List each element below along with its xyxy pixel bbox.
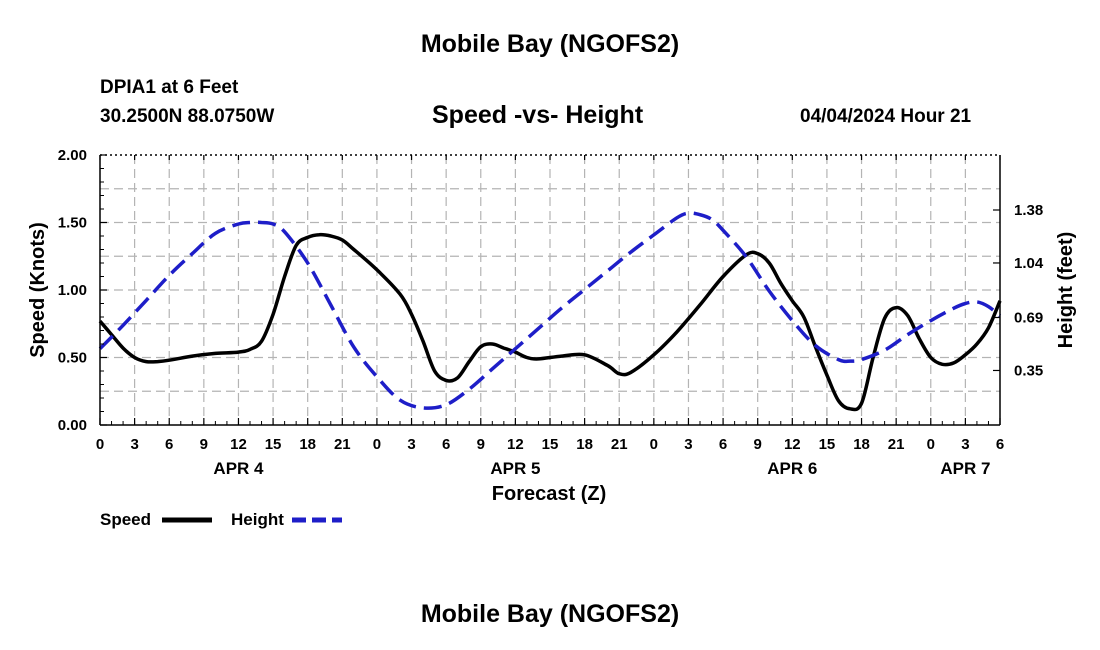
x-tick-label: 3: [407, 436, 415, 453]
x-tick-label: 12: [230, 436, 247, 453]
x-tick-label: 9: [477, 436, 485, 453]
day-label: APR 4: [213, 459, 264, 478]
y-tick-label-left: 1.00: [58, 282, 87, 299]
y-tick-label-right: 0.35: [1014, 362, 1043, 379]
x-tick-label: 12: [784, 436, 801, 453]
day-label: APR 5: [490, 459, 540, 478]
chart-subtitle: Speed -vs- Height: [432, 101, 644, 129]
x-tick-label: 3: [684, 436, 692, 453]
ticks: 0 3 6 9 12 15 18 21 0 3 6 9 12 15 18 21 0 3 6 9 12 15 18 21 0 3 6A…: [58, 147, 1044, 478]
series-layer: [98, 211, 1002, 412]
y-tick-label-right: 1.38: [1014, 202, 1043, 219]
x-tick-label: 6: [996, 436, 1004, 453]
legend-label-height: Height: [231, 510, 284, 529]
x-tick-label: 21: [888, 436, 905, 453]
y-axis-label-right: Height (feet): [1055, 232, 1077, 349]
x-tick-label: 0: [96, 436, 104, 453]
x-tick-label: 15: [542, 436, 559, 453]
y-tick-label-left: 2.00: [58, 147, 87, 164]
x-tick-label: 21: [611, 436, 628, 453]
footer-title: Mobile Bay (NGOFS2): [420, 600, 680, 628]
x-tick-label: 15: [265, 436, 282, 453]
x-tick-label: 15: [819, 436, 836, 453]
station-label: DPIA1 at 6 Feet: [100, 77, 239, 98]
y-tick-label-left: 0.00: [58, 417, 87, 434]
x-tick-label: 6: [719, 436, 727, 453]
x-axis-label: Forecast (Z): [492, 483, 606, 505]
x-tick-label: 3: [130, 436, 138, 453]
x-tick-label: 18: [853, 436, 870, 453]
day-label: APR 7: [940, 459, 990, 478]
x-tick-label: 0: [373, 436, 381, 453]
y-tick-label-right: 1.04: [1014, 255, 1044, 272]
grid: [100, 155, 1000, 425]
forecast-datetime: 04/04/2024 Hour 21: [800, 106, 972, 127]
series-line-height: [98, 211, 1002, 410]
x-tick-label: 0: [927, 436, 935, 453]
y-tick-label-right: 0.69: [1014, 309, 1043, 326]
x-tick-label: 9: [200, 436, 208, 453]
station-coordinates: 30.2500N 88.0750W: [100, 106, 275, 127]
legend: Speed Height: [100, 510, 342, 529]
x-tick-label: 18: [576, 436, 593, 453]
day-label: APR 6: [767, 459, 817, 478]
x-tick-label: 12: [507, 436, 524, 453]
legend-label-speed: Speed: [100, 510, 151, 529]
x-tick-label: 6: [165, 436, 173, 453]
chart-title: Mobile Bay (NGOFS2): [420, 30, 680, 58]
y-tick-label-left: 0.50: [58, 350, 87, 367]
x-tick-label: 18: [299, 436, 316, 453]
y-tick-label-left: 1.50: [58, 215, 87, 232]
x-tick-label: 0: [650, 436, 658, 453]
x-tick-label: 6: [442, 436, 450, 453]
x-tick-label: 9: [754, 436, 762, 453]
y-axis-label-left: Speed (Knots): [27, 222, 49, 358]
x-tick-label: 3: [961, 436, 969, 453]
x-tick-label: 21: [334, 436, 351, 453]
